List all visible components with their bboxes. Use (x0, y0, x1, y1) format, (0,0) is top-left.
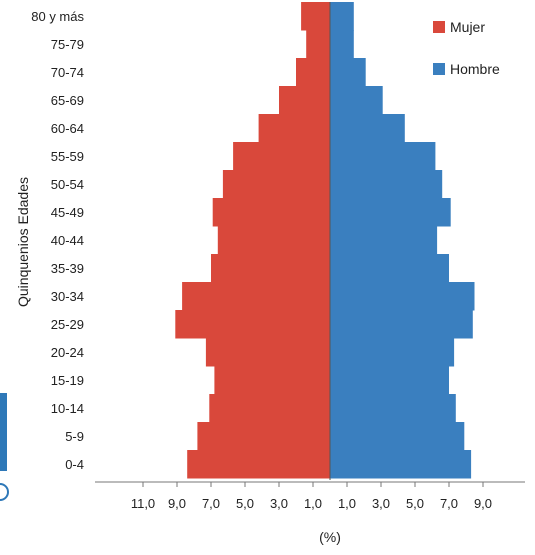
bar-mujer-10-14 (209, 394, 330, 423)
bar-mujer-40-44 (217, 226, 330, 255)
bar-mujer-75-79 (306, 30, 330, 59)
x-tick-label: 1,0 (338, 496, 356, 511)
y-tick-label: 45-49 (51, 205, 84, 220)
y-tick-label: 80 y más (31, 9, 84, 24)
y-tick-label: 30-34 (51, 289, 84, 304)
bar-hombre-25-29 (330, 310, 473, 339)
y-tick-label: 10-14 (51, 401, 84, 416)
bar-mujer-35-39 (211, 254, 330, 283)
x-axis-label: (%) (319, 529, 341, 545)
bar-mujer-5-9 (197, 422, 330, 451)
x-tick-label: 7,0 (440, 496, 458, 511)
y-tick-label: 70-74 (51, 65, 84, 80)
bar-hombre-50-54 (330, 170, 443, 199)
bar-mujer-30-34 (182, 282, 330, 311)
bar-mujer-65-69 (279, 86, 330, 115)
bar-mujer-15-19 (214, 366, 330, 395)
bar-hombre-80-y-más (330, 2, 354, 31)
y-tick-label: 60-64 (51, 121, 84, 136)
y-tick-label: 50-54 (51, 177, 84, 192)
bar-hombre-55-59 (330, 142, 436, 171)
bar-mujer-80-y-más (301, 2, 330, 31)
bar-hombre-30-34 (330, 282, 475, 311)
bar-hombre-5-9 (330, 422, 465, 451)
x-tick-label: 9,0 (168, 496, 186, 511)
y-tick-label: 0-4 (65, 457, 84, 472)
x-tick-label: 5,0 (236, 496, 254, 511)
legend-label-mujer: Mujer (450, 19, 485, 35)
legend-label-hombre: Hombre (450, 61, 500, 77)
bar-mujer-20-24 (205, 338, 330, 367)
y-tick-label: 55-59 (51, 149, 84, 164)
legend-swatch-hombre (433, 63, 445, 75)
x-tick-label: 3,0 (372, 496, 390, 511)
x-tick-label: 5,0 (406, 496, 424, 511)
edge-color-strip (0, 393, 7, 471)
x-tick-label: 1,0 (304, 496, 322, 511)
bar-mujer-50-54 (222, 170, 330, 199)
bar-hombre-0-4 (330, 450, 472, 479)
y-tick-label: 15-19 (51, 373, 84, 388)
y-axis-label: Quinquenios Edades (15, 177, 31, 307)
bar-hombre-70-74 (330, 58, 366, 87)
bar-hombre-35-39 (330, 254, 449, 283)
y-tick-label: 25-29 (51, 317, 84, 332)
bar-mujer-55-59 (233, 142, 330, 171)
x-tick-label: 9,0 (474, 496, 492, 511)
bar-mujer-25-29 (175, 310, 330, 339)
x-tick-label: 3,0 (270, 496, 288, 511)
bar-hombre-45-49 (330, 198, 451, 227)
bar-hombre-15-19 (330, 366, 449, 395)
bar-hombre-20-24 (330, 338, 455, 367)
bar-mujer-45-49 (212, 198, 330, 227)
y-tick-label: 35-39 (51, 261, 84, 276)
x-tick-label: 11,0 (131, 496, 155, 511)
bar-mujer-60-64 (258, 114, 330, 143)
y-tick-label: 5-9 (65, 429, 84, 444)
x-tick-label: 7,0 (202, 496, 220, 511)
bar-hombre-10-14 (330, 394, 456, 423)
y-tick-label: 75-79 (51, 37, 84, 52)
legend-swatch-mujer (433, 21, 445, 33)
y-tick-label: 65-69 (51, 93, 84, 108)
y-tick-label: 20-24 (51, 345, 84, 360)
bar-hombre-40-44 (330, 226, 438, 255)
bar-hombre-65-69 (330, 86, 383, 115)
bar-hombre-75-79 (330, 30, 354, 59)
y-tick-label: 40-44 (51, 233, 84, 248)
bar-hombre-60-64 (330, 114, 405, 143)
bar-mujer-0-4 (187, 450, 330, 479)
bar-mujer-70-74 (296, 58, 330, 87)
